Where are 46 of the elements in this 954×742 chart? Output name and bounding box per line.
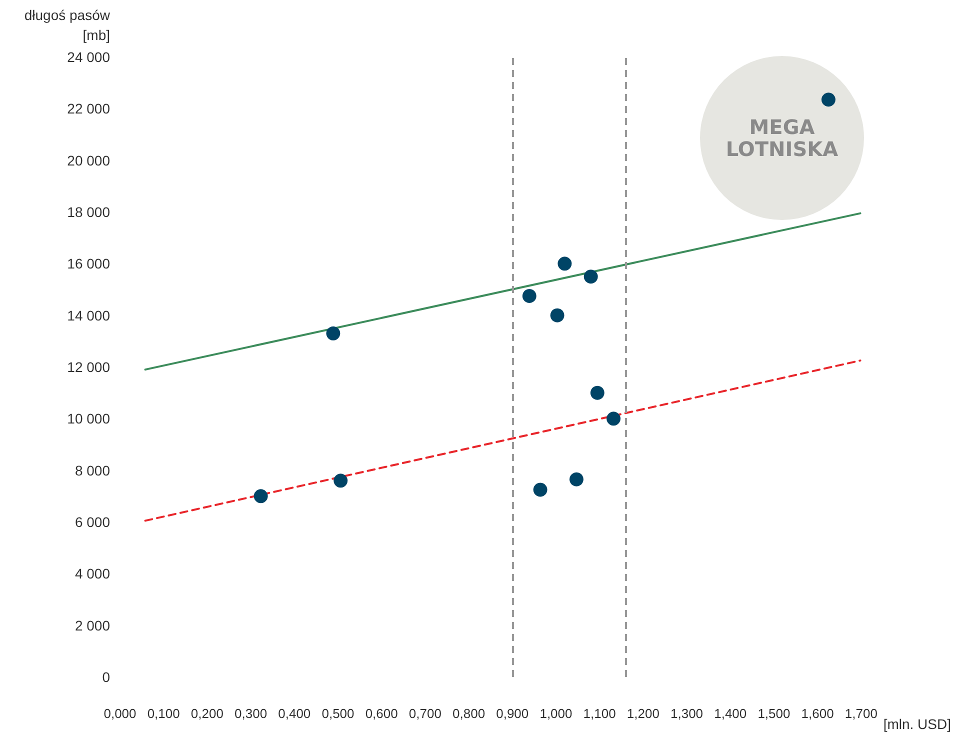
x-tick-label: 0,200 <box>190 706 224 721</box>
point <box>326 326 340 340</box>
y-tick-label: 6 000 <box>74 514 110 530</box>
y-tick-label: 8 000 <box>74 462 110 478</box>
x-tick-label: 1,100 <box>583 706 616 721</box>
x-tick-label: 0,700 <box>408 706 442 721</box>
x-tick-label: 1,200 <box>626 706 660 721</box>
point <box>584 270 598 284</box>
y-tick-label: 14 000 <box>67 307 110 324</box>
y-tick-label: 16 000 <box>67 256 110 272</box>
point <box>533 482 548 497</box>
x-tick-label: 0,900 <box>496 706 529 721</box>
x-tick-label: 0,400 <box>278 706 311 721</box>
x-tick-label: 0,800 <box>452 706 486 721</box>
x-tick-label: 1,600 <box>801 706 834 721</box>
y-tick-label: 22 000 <box>67 100 110 117</box>
x-tick-label: 0,100 <box>147 706 180 721</box>
annotation: MEGA LOTNISKA <box>726 115 838 161</box>
point <box>569 472 584 486</box>
x-tick-label: 0,300 <box>234 706 268 721</box>
x-tick-label: 0,600 <box>365 706 398 721</box>
x-axis-title: [mln. USD] <box>883 716 951 732</box>
point <box>821 92 836 107</box>
point <box>254 489 268 504</box>
x-tick-label: 1,300 <box>670 706 704 721</box>
point <box>550 308 564 322</box>
y-tick-label: 18 000 <box>67 204 110 220</box>
x-tick-label: 1,700 <box>844 706 878 721</box>
y-tick-label: 0 <box>102 669 110 685</box>
point <box>334 474 348 488</box>
y-axis-title: długoś pasów [mb] <box>24 7 111 43</box>
point <box>590 386 604 400</box>
y-tick-label: 12 000 <box>67 359 110 375</box>
point <box>606 412 621 426</box>
x-tick-label: 0,000 <box>104 706 136 721</box>
y-tick-label: 10 000 <box>67 410 110 427</box>
point <box>522 288 536 303</box>
x-tick-label: 1,000 <box>540 706 572 721</box>
x-tick-label: 0,500 <box>322 706 354 721</box>
x-tick-label: 1,400 <box>714 706 747 721</box>
point <box>558 256 572 271</box>
x-tick-label: 1,500 <box>758 706 790 721</box>
y-tick-label: 24 000 <box>67 49 110 65</box>
y-tick-label: 20 000 <box>67 152 110 168</box>
y-tick-label: 2 000 <box>74 617 110 634</box>
y-tick-label: 4 000 <box>74 566 110 582</box>
